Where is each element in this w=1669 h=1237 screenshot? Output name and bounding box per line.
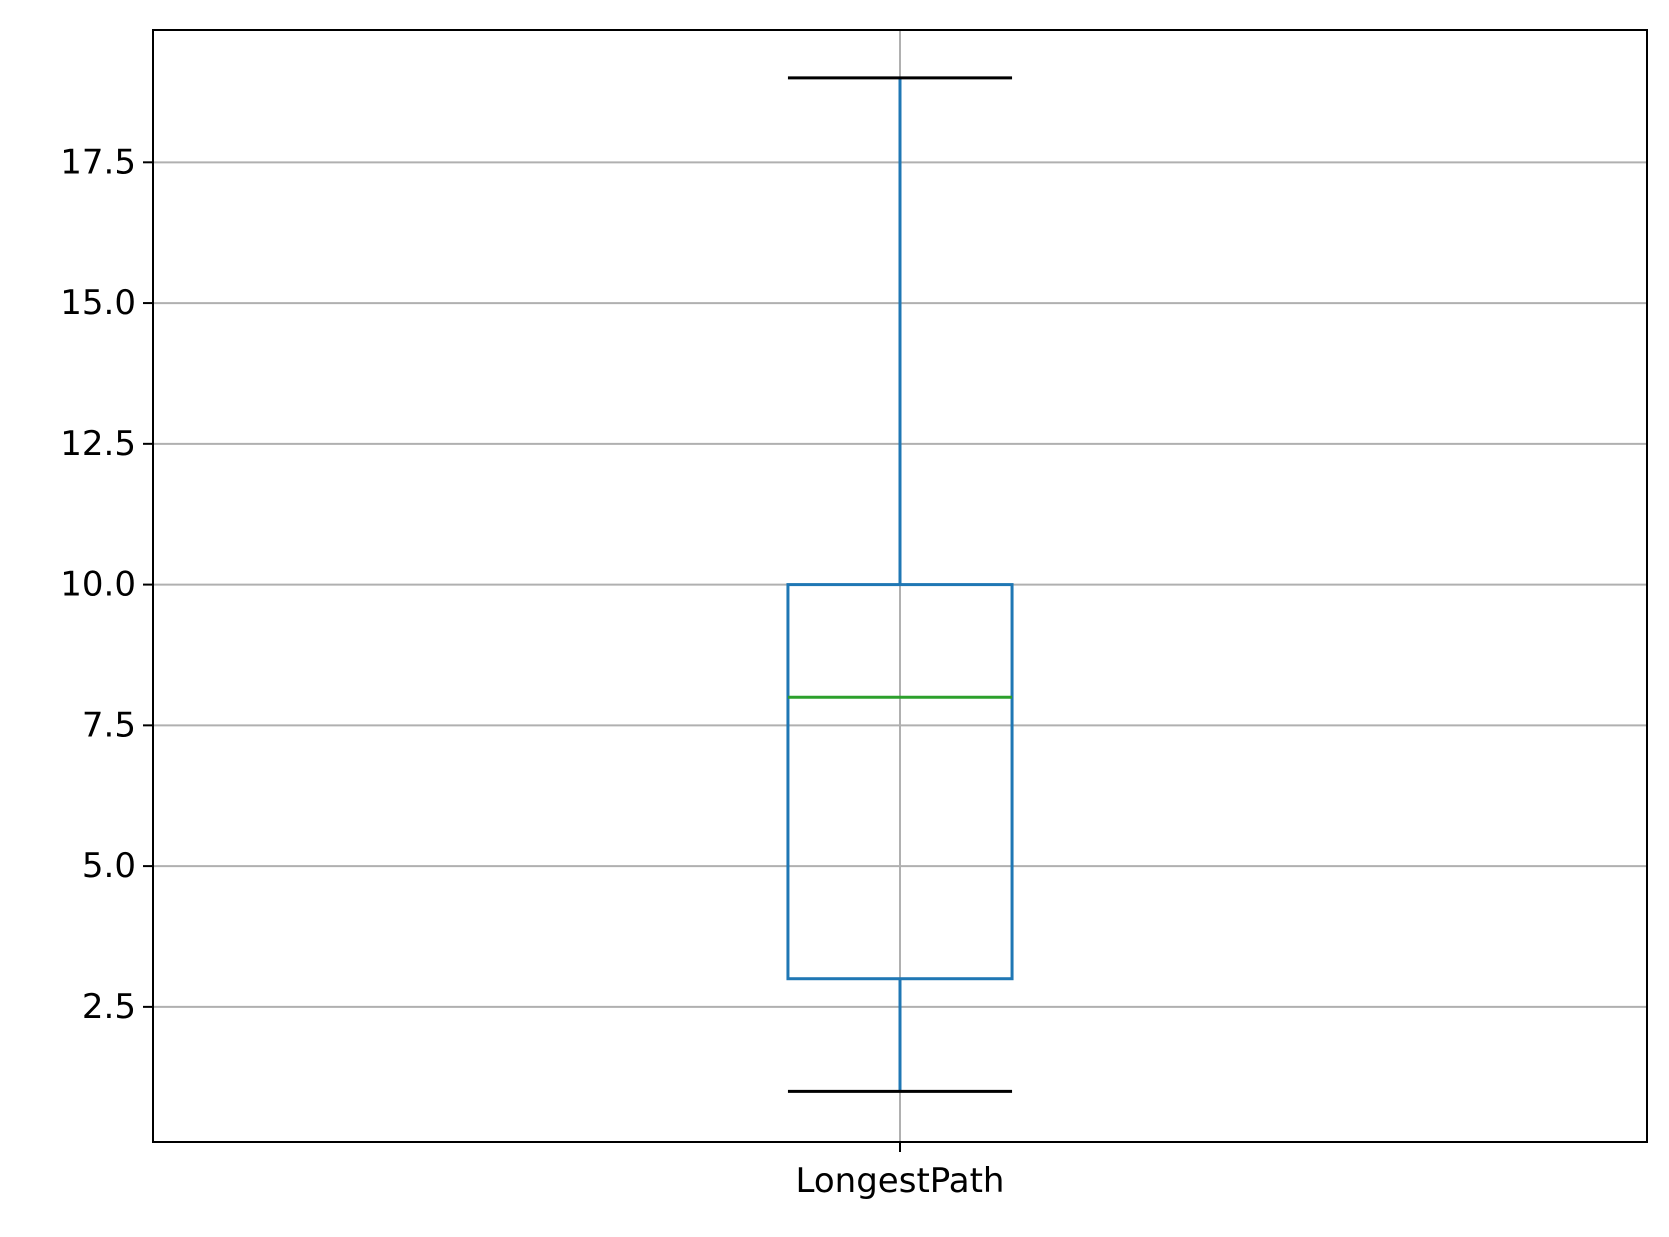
y-tick-label: 10.0 bbox=[60, 565, 136, 605]
y-tick-label: 12.5 bbox=[60, 424, 136, 464]
x-axis: LongestPath bbox=[796, 1142, 1005, 1201]
plot-elements bbox=[786, 76, 1014, 1093]
y-tick-label: 15.0 bbox=[60, 283, 136, 323]
box-LongestPath bbox=[786, 76, 1014, 1093]
y-tick-label: 7.5 bbox=[82, 705, 136, 745]
y-axis: 2.5 5.0 7.5 10.0 12.5 15.0 17.5 bbox=[60, 142, 153, 1027]
y-tick-label: 2.5 bbox=[82, 987, 136, 1027]
x-tick-label: LongestPath bbox=[796, 1161, 1005, 1201]
y-tick-label: 5.0 bbox=[82, 846, 136, 886]
iqr-box bbox=[786, 583, 1014, 981]
y-tick-label: 17.5 bbox=[60, 142, 136, 182]
